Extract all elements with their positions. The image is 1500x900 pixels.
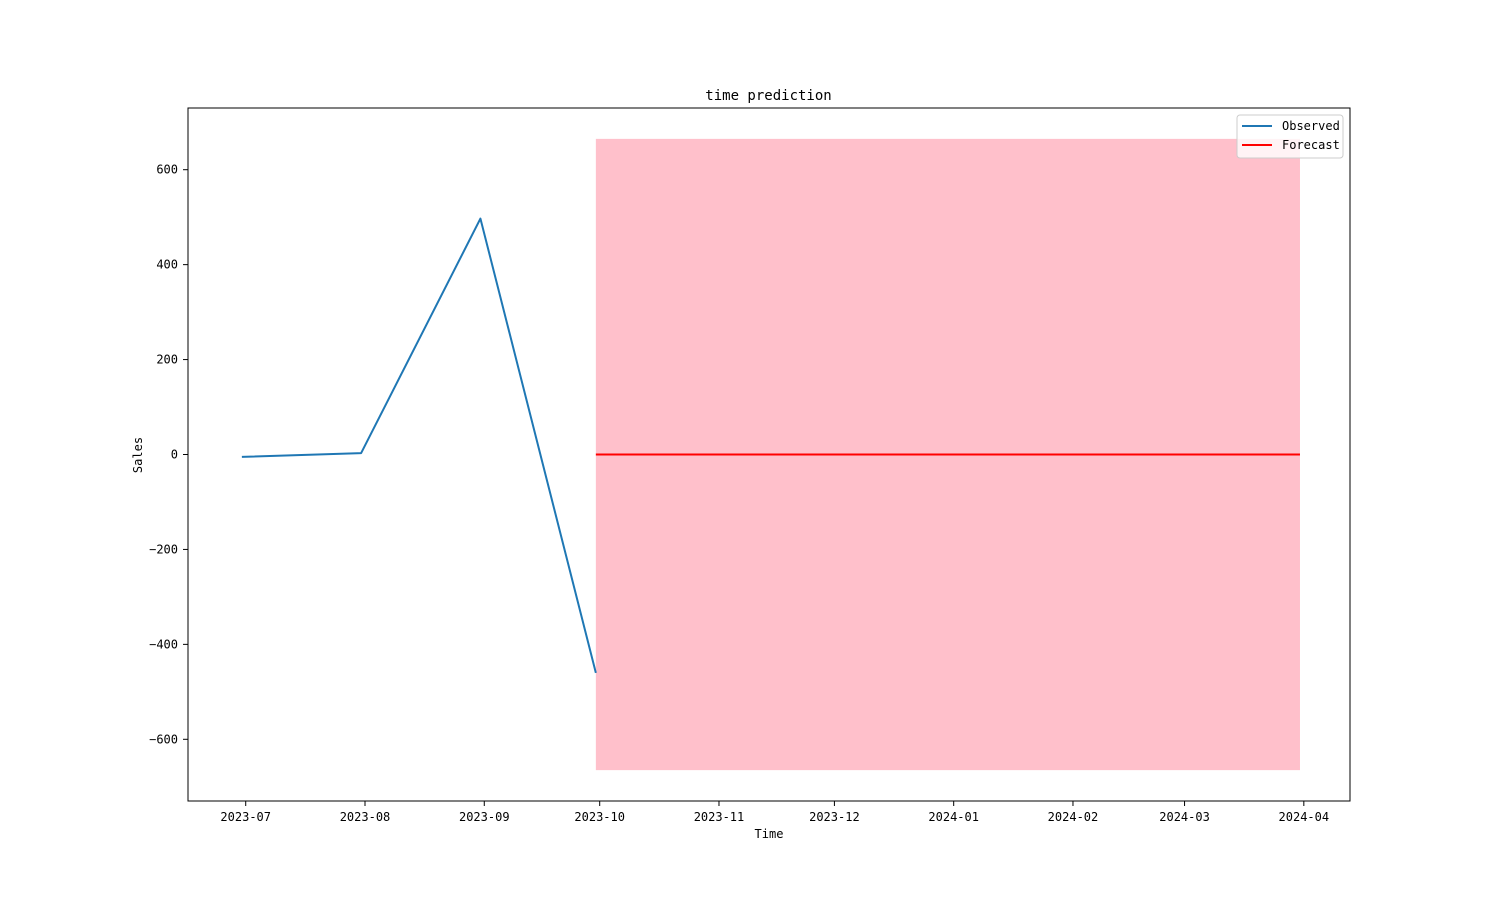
x-tick-label: 2023-12	[809, 810, 860, 824]
x-tick-label: 2024-03	[1159, 810, 1210, 824]
legend-label-observed: Observed	[1282, 119, 1340, 133]
y-tick-label: 600	[156, 163, 178, 177]
x-tick-label: 2024-02	[1048, 810, 1099, 824]
legend-label-forecast: Forecast	[1282, 138, 1340, 152]
y-tick-label: −400	[149, 637, 178, 651]
x-tick-label: 2023-08	[340, 810, 391, 824]
x-tick-label: 2023-07	[220, 810, 271, 824]
y-tick-label: −200	[149, 542, 178, 556]
y-tick-label: −600	[149, 732, 178, 746]
legend: Observed Forecast	[1236, 114, 1344, 159]
x-tick-label: 2024-04	[1279, 810, 1330, 824]
y-axis: −600 −400 −200 0 200 400 600	[149, 163, 188, 746]
x-axis: 2023-07 2023-08 2023-09 2023-10 2023-11 2023-…	[220, 801, 1329, 824]
y-axis-label: Sales	[131, 437, 145, 473]
x-tick-label: 2024-01	[928, 810, 979, 824]
y-tick-label: 200	[156, 353, 178, 367]
observed-series-line	[241, 217, 597, 674]
x-tick-label: 2023-10	[574, 810, 625, 824]
y-tick-label: 400	[156, 258, 178, 272]
y-tick-label: 0	[171, 448, 178, 462]
chart-title: time prediction	[705, 88, 831, 104]
plot-area	[241, 138, 1300, 771]
x-tick-label: 2023-09	[459, 810, 510, 824]
x-tick-label: 2023-11	[694, 810, 745, 824]
x-axis-label: Time	[755, 827, 784, 841]
